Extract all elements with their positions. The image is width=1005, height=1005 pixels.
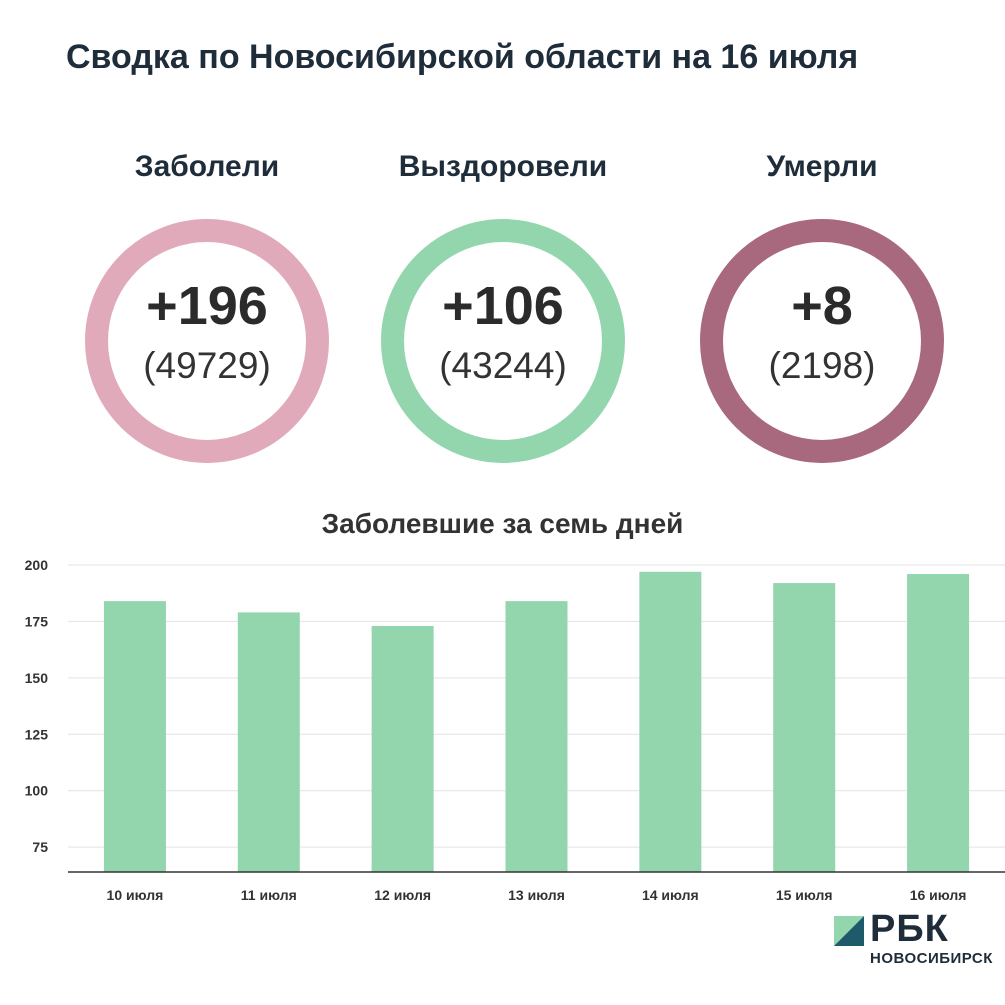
stat-deaths: Умерли +8 (2198) (692, 145, 952, 463)
stat-recovered: Выздоровели +106 (43244) (373, 145, 633, 463)
bar (505, 601, 568, 872)
bar (639, 571, 702, 872)
x-tick-label: 15 июля (776, 887, 833, 903)
bar (371, 625, 434, 872)
x-tick-label: 12 июля (374, 887, 431, 903)
x-tick-label: 13 июля (508, 887, 565, 903)
stat-recovered-total: (43244) (439, 345, 567, 386)
x-tick-label: 14 июля (642, 887, 699, 903)
stat-deaths-ring: +8 (2198) (700, 219, 944, 463)
stat-deaths-total: (2198) (768, 345, 876, 386)
stat-infected-delta: +196 (146, 276, 268, 336)
y-tick-label: 100 (25, 783, 49, 799)
bar (237, 612, 300, 872)
rbk-logo-text: РБК (870, 908, 949, 950)
stat-deaths-delta: +8 (791, 276, 853, 336)
stat-recovered-label: Выздоровели (398, 150, 608, 183)
bar (103, 601, 166, 872)
y-tick-label: 200 (25, 557, 49, 573)
stat-infected-label: Заболели (134, 150, 280, 183)
chart-title: Заболевшие за семь дней (321, 508, 684, 539)
stat-infected-ring: +196 (49729) (85, 219, 329, 463)
y-tick-label: 150 (25, 670, 49, 686)
rbk-logo-icon (834, 916, 864, 946)
stat-deaths-label: Умерли (766, 150, 878, 183)
stat-infected-total: (49729) (143, 345, 271, 386)
rbk-logo-subtext: НОВОСИБИРСК (870, 950, 993, 967)
stat-infected: Заболели +196 (49729) (77, 145, 337, 463)
bar-chart: 75 100 125 150 175 200 10 июля 11 июля 12 июля 13… (25, 557, 1005, 903)
y-tick-label: 125 (25, 726, 49, 742)
rbk-logo: РБК НОВОСИБИРСК (834, 908, 994, 972)
x-tick-label: 10 июля (107, 887, 164, 903)
bar (907, 574, 970, 872)
bar (773, 583, 836, 872)
page-title: Сводка по Новосибирской области на 16 ию… (66, 38, 859, 76)
y-tick-label: 75 (32, 839, 48, 855)
x-tick-label: 16 июля (910, 887, 967, 903)
x-tick-label: 11 июля (241, 887, 297, 903)
stat-recovered-delta: +106 (442, 276, 564, 336)
y-tick-label: 175 (25, 613, 49, 629)
stat-recovered-ring: +106 (43244) (381, 219, 625, 463)
